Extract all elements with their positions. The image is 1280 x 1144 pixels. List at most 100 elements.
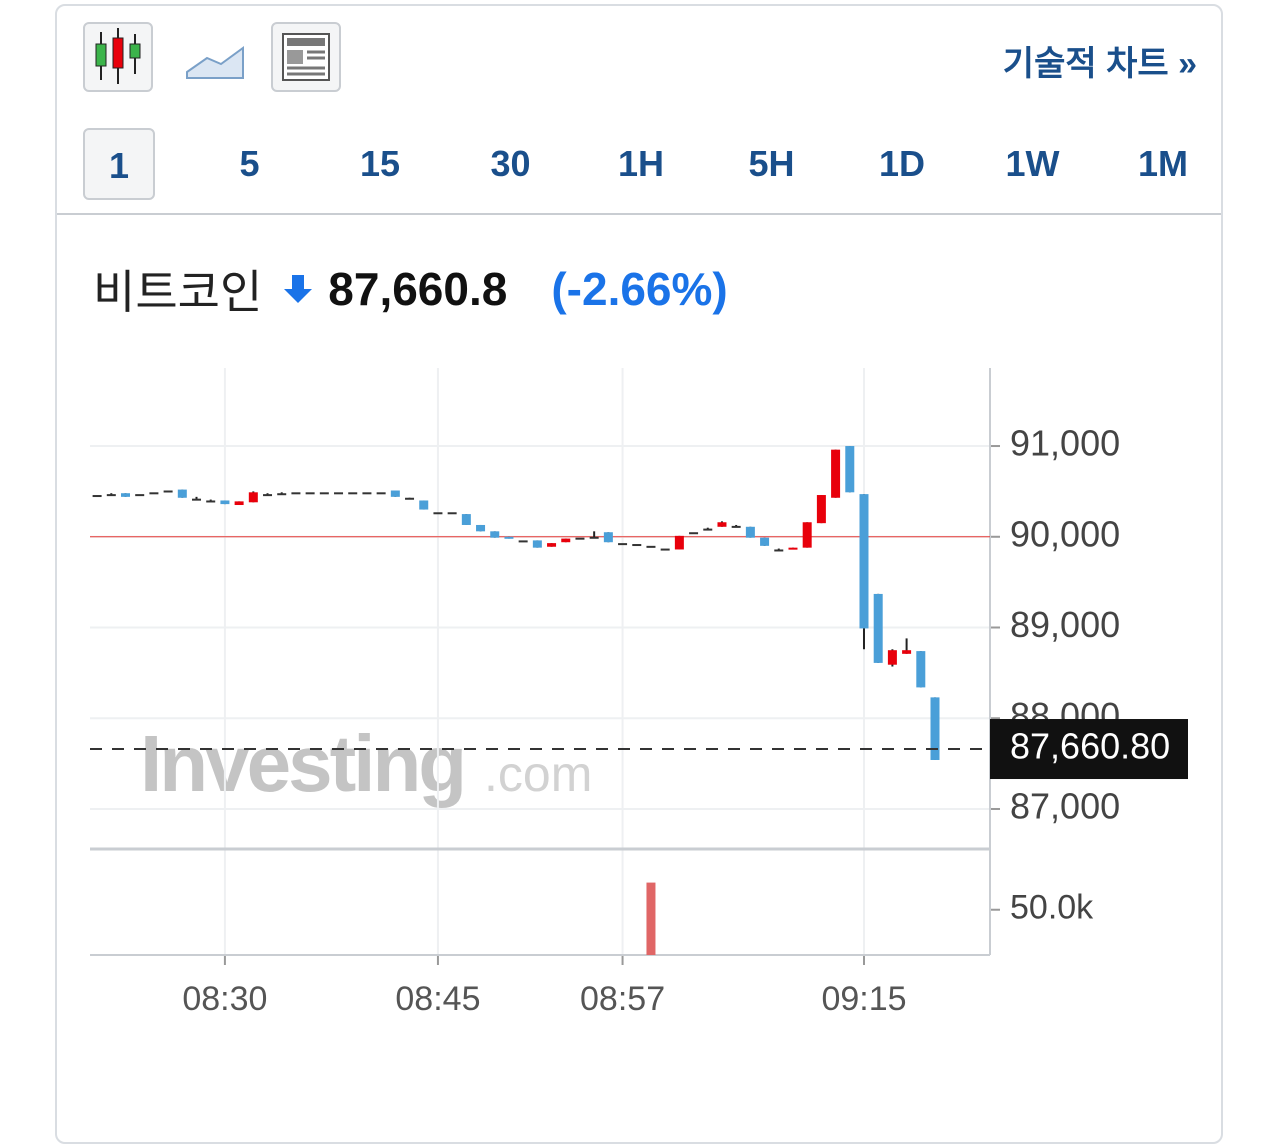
down-arrow bbox=[284, 275, 313, 303]
chart: Investing .com 08:30 08:45 08:57 09:15 87,000 8… bbox=[90, 368, 1188, 1018]
timeframe-bar: 1 5 15 30 1H 5H 1D 1W 1M bbox=[83, 128, 1199, 200]
candle-body bbox=[234, 501, 244, 506]
candle-body bbox=[689, 532, 699, 535]
x-tick-label: 08:57 bbox=[580, 980, 665, 1018]
candle-body bbox=[348, 492, 358, 495]
timeframe-button[interactable]: 1H bbox=[617, 143, 665, 184]
candle-body bbox=[532, 540, 542, 548]
candle-body bbox=[177, 489, 187, 498]
candle-body bbox=[561, 538, 571, 543]
candle-body bbox=[618, 543, 628, 546]
candle-body bbox=[930, 697, 940, 760]
timeframe-button[interactable]: 1D bbox=[878, 143, 926, 184]
candle-body bbox=[390, 490, 400, 497]
timeframe-button[interactable]: 1M bbox=[1137, 143, 1188, 184]
x-tick-label: 08:45 bbox=[395, 980, 480, 1018]
candle-body bbox=[433, 512, 443, 515]
candle-body bbox=[192, 498, 202, 501]
timeframe-button[interactable]: 1W bbox=[1005, 143, 1060, 184]
candle-body bbox=[589, 536, 599, 539]
watermark: Investing bbox=[140, 719, 464, 808]
candle-body bbox=[291, 492, 301, 495]
candle-body bbox=[263, 494, 273, 497]
candle-body bbox=[845, 446, 855, 493]
timeframe-button[interactable]: 5H bbox=[748, 143, 795, 184]
candle-body bbox=[902, 650, 912, 654]
candle-body bbox=[916, 651, 926, 688]
candle-body bbox=[206, 500, 216, 503]
news-icon[interactable] bbox=[271, 22, 341, 92]
candle-body bbox=[745, 526, 755, 538]
timeframe-button[interactable]: 5 bbox=[239, 143, 260, 184]
candle-body bbox=[135, 494, 145, 497]
watermark: .com bbox=[484, 746, 592, 802]
widget-card: 기술적 차트 » 1 5 15 30 1H 5H 1D 1W 1M 비트코인 87,660.8 … bbox=[55, 4, 1223, 1144]
volume-bar bbox=[646, 882, 656, 955]
candle-body bbox=[163, 490, 173, 493]
last-price-label: 87,660.80 bbox=[1010, 726, 1170, 767]
candle-body bbox=[674, 535, 684, 550]
x-tick-label: 09:15 bbox=[821, 980, 906, 1018]
candle-body bbox=[816, 495, 826, 524]
candle-body bbox=[547, 543, 557, 547]
candle-body bbox=[121, 493, 131, 497]
candle-body bbox=[376, 492, 386, 495]
candle-body bbox=[106, 494, 116, 497]
candle-body bbox=[788, 547, 798, 550]
candlestick-icon[interactable] bbox=[83, 22, 153, 92]
technical-chart-link[interactable]: 기술적 차트 » bbox=[1002, 45, 1197, 83]
candle-body bbox=[660, 548, 670, 551]
candle-body bbox=[334, 492, 344, 495]
candle-body bbox=[220, 500, 230, 505]
price: 87,660.8 bbox=[328, 263, 508, 315]
candle-body bbox=[405, 497, 415, 500]
x-tick-label: 08:30 bbox=[182, 980, 267, 1018]
candle-body bbox=[92, 495, 102, 498]
candle-body bbox=[575, 537, 585, 540]
candle-body bbox=[504, 536, 514, 539]
candle-body bbox=[319, 492, 329, 495]
icon-graphic bbox=[186, 46, 244, 79]
y-tick-label: 89,000 bbox=[1010, 604, 1120, 645]
candle-body bbox=[774, 549, 784, 552]
quote-header: 비트코인 87,660.8 (-2.66%) bbox=[93, 256, 728, 322]
candle-body bbox=[490, 531, 500, 538]
candle-body bbox=[277, 493, 287, 496]
candle-body bbox=[305, 492, 315, 495]
candle-body bbox=[362, 492, 372, 495]
candle-body bbox=[760, 537, 770, 546]
candle-body bbox=[461, 514, 471, 525]
y-tick-label: 91,000 bbox=[1010, 423, 1120, 464]
icon-graphic bbox=[282, 33, 330, 81]
y-tick-label: 90,000 bbox=[1010, 513, 1120, 554]
timeframe-button[interactable]: 30 bbox=[490, 143, 531, 184]
last-price-box bbox=[990, 719, 1188, 780]
candle-body bbox=[802, 522, 812, 548]
candle-body bbox=[831, 449, 841, 498]
candle-body bbox=[873, 593, 883, 663]
candle-body bbox=[603, 532, 613, 543]
candle-body bbox=[447, 512, 457, 515]
candle-body bbox=[149, 492, 159, 495]
candle-body bbox=[476, 524, 486, 532]
candle-body bbox=[419, 500, 429, 510]
candle-body bbox=[703, 528, 713, 531]
y-tick-label: 50.0k bbox=[1010, 889, 1094, 927]
timeframe-button[interactable]: 15 bbox=[359, 143, 401, 184]
candle-body bbox=[632, 544, 642, 547]
candle-body bbox=[859, 494, 869, 629]
icon-graphic bbox=[95, 28, 141, 84]
instrument-name: 비트코인 bbox=[93, 266, 263, 318]
candle-body bbox=[248, 492, 258, 503]
y-tick-label: 87,000 bbox=[1010, 785, 1120, 826]
candle-body bbox=[887, 650, 897, 665]
page: 기술적 차트 » 1 5 15 30 1H 5H 1D 1W 1M 비트코인 87,660.8 … bbox=[55, 4, 1223, 1144]
candle-body bbox=[518, 540, 528, 543]
change-percent: (-2.66%) bbox=[551, 263, 728, 315]
line-chart-icon[interactable] bbox=[181, 22, 251, 92]
separator bbox=[57, 213, 1221, 215]
candle-body bbox=[646, 545, 656, 548]
timeframe-button[interactable]: 1 bbox=[83, 128, 155, 200]
candle-body bbox=[717, 522, 727, 527]
candle-body bbox=[731, 525, 741, 528]
